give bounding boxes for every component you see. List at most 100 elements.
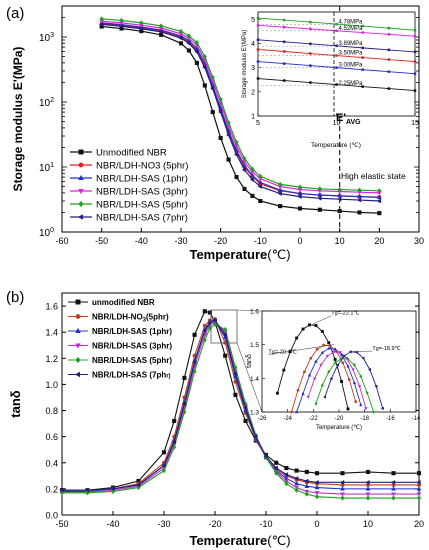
b-point bbox=[243, 418, 248, 424]
panel-b-axis-ticks: -50 -40 -30 -20 -10 0 10 20 0.0 0.2 0.4 0.6 0.8 1.0 1.… bbox=[45, 302, 424, 529]
b-point bbox=[161, 450, 167, 455]
ib-point bbox=[351, 368, 355, 372]
b-point bbox=[242, 405, 248, 411]
ia-point bbox=[256, 38, 260, 42]
ia-ytick-label: 5 bbox=[251, 17, 255, 24]
b-legend-marker bbox=[75, 343, 81, 349]
ia-xtick-label: 5 bbox=[256, 120, 260, 127]
a-series-3 bbox=[99, 19, 382, 196]
a-ytick-label: 103 bbox=[39, 32, 54, 44]
b-point bbox=[294, 487, 299, 493]
b-ytick-label: 1.4 bbox=[45, 328, 58, 338]
b-xtick-label: -20 bbox=[208, 519, 221, 529]
inset-b-ylabel: tanδ bbox=[246, 354, 253, 368]
a-point bbox=[186, 48, 191, 53]
a-point bbox=[356, 197, 362, 203]
b-xtick-label: -40 bbox=[106, 519, 119, 529]
b-point bbox=[365, 492, 371, 497]
ia-ytick-label: 4 bbox=[251, 41, 255, 48]
panel-b-label: (b) bbox=[6, 289, 24, 306]
a-point bbox=[357, 187, 362, 193]
ia-point bbox=[413, 60, 417, 63]
a-legend-label: Unmodified NBR bbox=[96, 148, 167, 159]
ia-xtick-label: 10 bbox=[333, 120, 341, 127]
b-point bbox=[223, 326, 228, 333]
a-point bbox=[202, 53, 207, 60]
b-point bbox=[340, 471, 345, 476]
ib-point bbox=[315, 347, 319, 351]
a-point bbox=[317, 207, 322, 212]
ib-annotation: Tg=-20.4℃ bbox=[268, 349, 297, 355]
b-point bbox=[365, 469, 371, 474]
ib-point bbox=[333, 357, 337, 361]
ia-series-5 bbox=[256, 16, 417, 32]
ib-point bbox=[320, 383, 324, 388]
ib-xtick-label: -14 bbox=[412, 416, 421, 422]
b-point bbox=[274, 470, 279, 476]
ia-point bbox=[256, 48, 260, 51]
b-point bbox=[391, 471, 396, 476]
b-point bbox=[182, 375, 187, 380]
b-xtick-label: 0 bbox=[314, 519, 319, 529]
a-point bbox=[250, 166, 255, 172]
ia-point bbox=[413, 28, 417, 32]
b-point bbox=[416, 492, 422, 497]
ia-point bbox=[256, 77, 260, 80]
b-point bbox=[390, 479, 396, 485]
b-point bbox=[340, 486, 345, 491]
a-point bbox=[233, 152, 239, 158]
b-legend-marker bbox=[74, 371, 81, 378]
a-point bbox=[258, 173, 263, 180]
b-point bbox=[202, 328, 207, 334]
a-legend-label: NBR/LDH-NO3 (5phr) bbox=[96, 161, 188, 172]
b-point bbox=[274, 460, 279, 465]
panel-b: (b) -50 -40 -30 -20 -10 0 10 20 0.0 0.2 0.4 0.6 0.8 1… bbox=[6, 289, 424, 548]
ib-point bbox=[338, 351, 343, 355]
ib-point bbox=[301, 391, 305, 395]
ib-point bbox=[294, 410, 299, 414]
a-point bbox=[242, 186, 247, 191]
zoom-connector-bottom bbox=[236, 342, 263, 413]
a-ytick-label: 100 bbox=[39, 227, 54, 239]
b-point bbox=[391, 495, 396, 501]
ib-xtick-label: -24 bbox=[283, 416, 292, 422]
a-point bbox=[139, 20, 144, 26]
b-point bbox=[273, 465, 278, 471]
ia-point bbox=[335, 22, 338, 26]
a-xtick-label: 30 bbox=[414, 236, 424, 246]
a-point bbox=[186, 40, 191, 46]
a-point bbox=[178, 35, 183, 41]
panel-a-xlabel: Temperature(℃) bbox=[189, 247, 290, 262]
ib-point bbox=[340, 380, 344, 383]
b-point bbox=[294, 480, 300, 486]
ib-point bbox=[312, 377, 317, 381]
a-point bbox=[210, 86, 215, 92]
ib-point bbox=[306, 395, 310, 399]
a-point bbox=[210, 110, 215, 115]
ib-point bbox=[359, 374, 363, 379]
ia-ytick-label: 3 bbox=[251, 65, 255, 72]
b-point bbox=[416, 471, 422, 476]
a-point bbox=[250, 193, 255, 198]
ia-value-label: 4.52MPa bbox=[339, 26, 364, 32]
b-xtick-label: -50 bbox=[55, 519, 68, 529]
ib-annotation: Tg=-22.1℃ bbox=[331, 311, 360, 317]
ia-ytick-label: 1 bbox=[251, 114, 255, 121]
ia-point bbox=[282, 62, 286, 65]
ib-point bbox=[314, 359, 318, 363]
a-point bbox=[186, 33, 192, 39]
ib-series-4 bbox=[314, 356, 376, 414]
a-point bbox=[138, 26, 144, 32]
a-point bbox=[357, 210, 362, 215]
ia-value-label: 3.50MPa bbox=[339, 51, 364, 57]
a-point bbox=[241, 167, 247, 173]
ib-point bbox=[320, 329, 324, 333]
b-point bbox=[391, 486, 396, 491]
b-point bbox=[340, 495, 345, 501]
b-ytick-label: 0.6 bbox=[45, 432, 58, 442]
b-point bbox=[202, 309, 207, 314]
ib-point bbox=[374, 384, 378, 389]
a-legend-marker bbox=[78, 188, 84, 195]
b-point bbox=[284, 480, 289, 487]
